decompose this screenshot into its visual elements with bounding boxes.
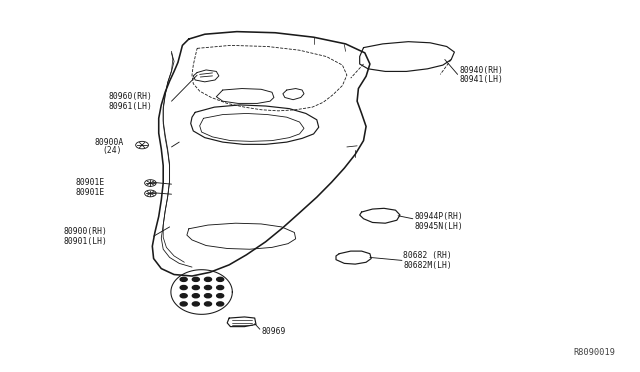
Circle shape bbox=[204, 277, 211, 281]
Text: 80901E: 80901E bbox=[76, 178, 105, 187]
Text: 80960(RH): 80960(RH) bbox=[109, 92, 153, 101]
Circle shape bbox=[216, 302, 224, 306]
Text: 80900A: 80900A bbox=[95, 138, 124, 147]
Text: 80945N(LH): 80945N(LH) bbox=[415, 222, 463, 231]
Text: 80901(LH): 80901(LH) bbox=[64, 237, 108, 246]
Circle shape bbox=[180, 277, 187, 281]
Circle shape bbox=[192, 294, 200, 298]
Text: R8090019: R8090019 bbox=[573, 348, 616, 357]
Text: 80969: 80969 bbox=[261, 327, 285, 336]
Text: 80961(LH): 80961(LH) bbox=[109, 102, 153, 110]
Text: 80900(RH): 80900(RH) bbox=[64, 227, 108, 236]
Circle shape bbox=[180, 294, 187, 298]
Circle shape bbox=[180, 286, 187, 289]
Text: 80682M(LH): 80682M(LH) bbox=[403, 261, 452, 270]
Circle shape bbox=[192, 286, 200, 289]
Text: (24): (24) bbox=[102, 146, 122, 155]
Text: 80940(RH): 80940(RH) bbox=[460, 66, 504, 75]
Circle shape bbox=[216, 294, 224, 298]
Circle shape bbox=[180, 302, 187, 306]
Text: 80901E: 80901E bbox=[76, 188, 105, 197]
Circle shape bbox=[204, 286, 211, 289]
Text: 80944P(RH): 80944P(RH) bbox=[415, 212, 463, 221]
Circle shape bbox=[192, 277, 200, 281]
Circle shape bbox=[192, 302, 200, 306]
Circle shape bbox=[216, 277, 224, 281]
Circle shape bbox=[204, 302, 211, 306]
Circle shape bbox=[204, 294, 211, 298]
Text: 80682 (RH): 80682 (RH) bbox=[403, 251, 452, 260]
Circle shape bbox=[216, 286, 224, 289]
Text: 80941(LH): 80941(LH) bbox=[460, 76, 504, 84]
